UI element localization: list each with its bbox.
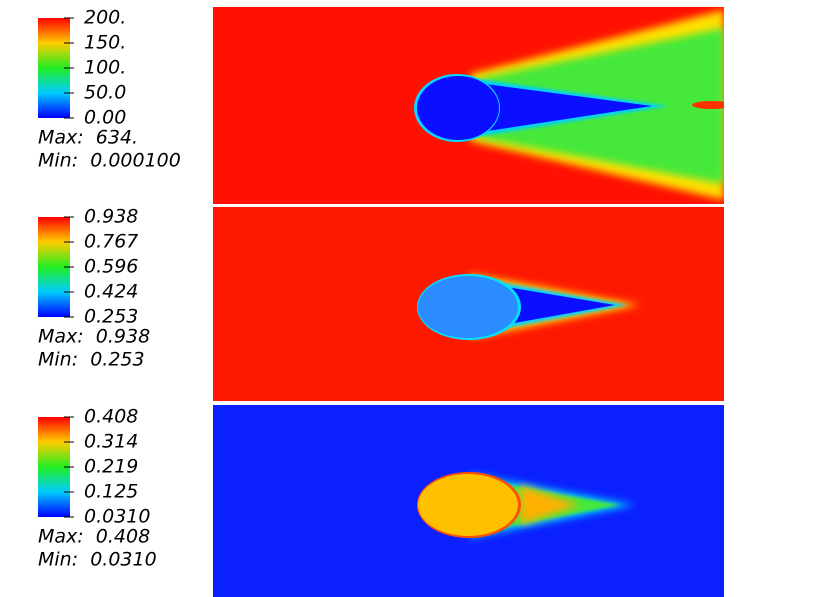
field-panel [213,7,724,204]
colorbar-label: 0.219 [84,456,138,478]
colorbar-label: 0.938 [84,206,138,228]
min-label: Min: 0.253 [38,349,145,371]
max-label: Max: 0.938 [38,326,150,348]
colorbar-label: 0.408 [84,406,138,428]
colorbar-label: 0.767 [84,231,138,253]
min-label: Min: 0.000100 [38,150,181,172]
colorbar-label: 0.596 [84,256,138,278]
max-label: Max: 634. [38,127,138,149]
colorbar-label: 0.253 [84,306,138,328]
colorbar-label: 0.424 [84,281,138,303]
min-label: Min: 0.0310 [38,549,157,571]
max-label: Max: 0.408 [38,526,150,548]
colorbar-label: 0.314 [84,431,138,453]
field-panel [213,405,724,597]
colorbar-label: 100. [84,57,126,79]
colorbar-label: 50.0 [84,82,126,104]
colorbar-label: 0.125 [84,481,138,503]
colorbar-label: 150. [84,32,126,54]
colorbar-label: 0.00 [84,107,126,129]
field-panel [213,207,724,401]
colorbar-label: 0.0310 [84,506,150,528]
colorbar-label: 200. [84,7,126,29]
